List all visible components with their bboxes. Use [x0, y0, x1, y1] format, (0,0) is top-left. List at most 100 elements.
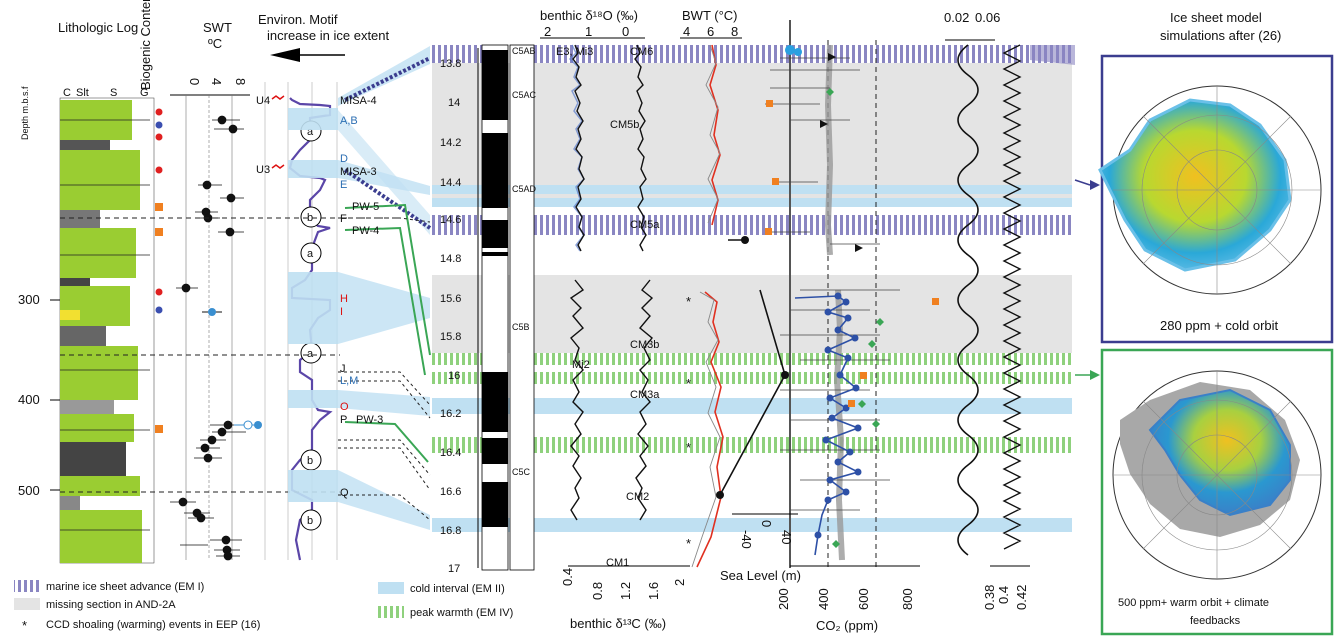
marine-connector	[1030, 45, 1075, 65]
motif-letter-5: b	[307, 455, 313, 467]
motif-letter-3: a	[307, 248, 314, 260]
env-title: Environ. Motif	[258, 12, 338, 27]
swt-title: SWT	[203, 20, 232, 35]
co2-tick-400: 400	[816, 588, 831, 610]
event-misa4: MISA-4	[340, 95, 377, 107]
litho-log-title: Lithologic Log	[58, 20, 138, 35]
swt-tick-8: 8	[233, 78, 248, 85]
o18-title: benthic δ¹⁸O (‰)	[540, 8, 638, 23]
left-cold-bands	[288, 108, 338, 502]
event-lm: L,M	[340, 375, 358, 387]
age-17: 17	[448, 563, 460, 575]
event-d: D	[340, 153, 348, 165]
bwt-tick-8: 8	[731, 24, 738, 39]
orbit-tick-0-38: 0.38	[982, 585, 997, 610]
co2-tick-800: 800	[900, 588, 915, 610]
swt-tick-0: 0	[187, 78, 202, 85]
ccd-asterisk-1: *	[686, 294, 691, 309]
legend-missing: missing section in AND-2A	[46, 599, 176, 611]
c13-tick-0-8: 0.8	[590, 582, 605, 600]
legend-asterisk: *	[22, 618, 27, 633]
chron-c5c: C5C	[512, 467, 531, 477]
depth-axis-label: Depth m.b.s.f	[20, 86, 30, 140]
bottom-panel-caption-2: feedbacks	[1190, 615, 1241, 627]
label-cm6: CM6	[630, 46, 653, 58]
legend-marine: marine ice sheet advance (EM I)	[46, 581, 204, 593]
age-14-8: 14.8	[440, 253, 461, 265]
motif-letter-1: a	[307, 126, 314, 138]
label-mi2: Mi2	[572, 359, 590, 371]
co2-tick-600: 600	[856, 588, 871, 610]
benthic-c13-axis: 0.4 0.8 1.2 1.6 2 benthic δ¹³C (‰)	[560, 565, 690, 631]
chron-c5ab: C5AB	[512, 46, 536, 56]
magnetostratigraphy: C5AB C5AC C5AD C5B C5C	[481, 44, 537, 571]
ccd-asterisk-2: *	[686, 376, 691, 391]
event-e: E	[340, 179, 347, 191]
grain-c-label: C	[63, 87, 71, 99]
event-labels: MISA-4 A,B D MISA-3 E PW-5 F PW-4 H I J …	[340, 95, 383, 499]
bwt-tick-4: 4	[683, 24, 690, 39]
orbit-tick-0-06: 0.06	[975, 10, 1000, 25]
chron-c5ad: C5AD	[512, 184, 537, 194]
age-16: 16	[448, 370, 460, 382]
age-14-4: 14.4	[440, 177, 461, 189]
sl-tick-0: 0	[759, 520, 774, 527]
legend: marine ice sheet advance (EM I) missing …	[14, 580, 513, 633]
ccd-asterisk-4: *	[686, 536, 691, 551]
legend-ccd: CCD shoaling (warming) events in EEP (16…	[46, 619, 260, 631]
depth-marker-lines	[60, 217, 400, 493]
label-cm5b: CM5b	[610, 119, 639, 131]
legend-peak-swatch	[378, 606, 404, 618]
legend-missing-swatch	[14, 598, 40, 610]
age-15-8: 15.8	[440, 331, 461, 343]
ccd-asterisk-3: *	[686, 440, 691, 455]
event-pw5: PW-5	[352, 201, 379, 213]
orbit-tick-0-02: 0.02	[944, 10, 969, 25]
label-cm5a: CM5a	[630, 219, 660, 231]
c13-tick-1-6: 1.6	[646, 582, 661, 600]
ice-model-subtitle: simulations after (26)	[1160, 28, 1281, 43]
label-cm3b: CM3b	[630, 339, 659, 351]
bwt-tick-6: 6	[707, 24, 714, 39]
env-subtitle: increase in ice extent	[267, 28, 390, 43]
o18-tick-1: 1	[585, 24, 592, 39]
age-16-8: 16.8	[440, 525, 461, 537]
sea-level-title: Sea Level (m)	[720, 568, 801, 583]
bottom-panel-caption-1: 500 ppm+ warm orbit + climate	[1118, 597, 1269, 609]
co2-title: CO₂ (ppm)	[816, 618, 878, 633]
age-axis: 13.8 14 14.2 14.4 14.6 14.8 15.6 15.8 16…	[440, 48, 479, 575]
swt-column: SWT ºC 0 4 8	[170, 20, 262, 561]
c13-title: benthic δ¹³C (‰)	[570, 616, 666, 631]
event-misa3: MISA-3	[340, 166, 377, 178]
grain-s-label: S	[110, 87, 117, 99]
motif-letter-6: b	[307, 515, 313, 527]
age-13-8: 13.8	[440, 58, 461, 70]
unit-u3: U3	[256, 164, 270, 176]
age-16-6: 16.6	[440, 486, 461, 498]
label-cm2: CM2	[626, 491, 649, 503]
legend-marine-swatch	[14, 580, 40, 592]
age-14-2: 14.2	[440, 137, 461, 149]
event-j: J	[340, 363, 346, 375]
biogenic-title: Biogenic Content	[138, 0, 153, 90]
bwt-panel: BWT (°C) 4 6 8 * * * *	[680, 8, 742, 568]
age-14-6: 14.6	[440, 214, 461, 226]
orbit-tick-0-4: 0.4	[996, 586, 1011, 604]
age-16-4: 16.4	[440, 447, 461, 459]
benthic-o18-panel: benthic δ¹⁸O (‰) 2 1 0 E3, Mi3 CM6 CM5b …	[540, 8, 660, 569]
o18-tick-2: 2	[544, 24, 551, 39]
sl-tick-40: 40	[779, 530, 794, 544]
event-pw4: PW-4	[352, 225, 379, 237]
bwt-title: BWT (°C)	[682, 8, 738, 23]
label-e3mi3: E3, Mi3	[556, 46, 593, 58]
o18-tick-0: 0	[622, 24, 629, 39]
label-cm1: CM1	[606, 557, 629, 569]
arrow-top	[1074, 179, 1091, 186]
depth-tick-500: 500	[18, 483, 40, 498]
motif-letter-2: b	[307, 212, 313, 224]
grain-slt-label: Slt	[76, 87, 89, 99]
event-f: F	[340, 213, 347, 225]
swt-tick-4: 4	[209, 78, 224, 85]
c13-tick-1-2: 1.2	[618, 582, 633, 600]
chron-c5ac: C5AC	[512, 90, 537, 100]
